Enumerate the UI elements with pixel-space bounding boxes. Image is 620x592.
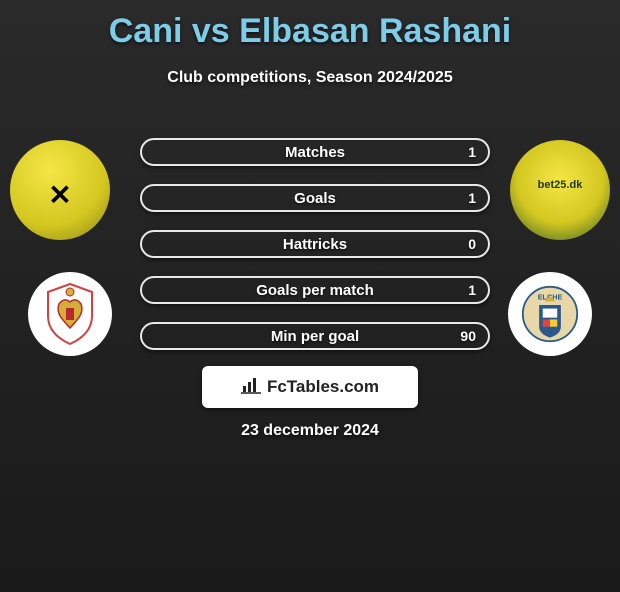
- stat-label: Matches: [142, 144, 488, 161]
- stat-right-value: 0: [468, 236, 476, 252]
- page-title: Cani vs Elbasan Rashani: [0, 12, 620, 51]
- stat-right-value: 1: [468, 282, 476, 298]
- club-right-crest: ELCHE: [508, 272, 592, 356]
- chart-icon: [241, 376, 261, 399]
- jersey-left-icon: [10, 140, 110, 240]
- stat-row: Matches 1: [140, 138, 490, 166]
- stat-right-value: 90: [460, 328, 476, 344]
- stat-row: Goals per match 1: [140, 276, 490, 304]
- brand-label: FcTables.com: [267, 377, 379, 397]
- elche-crest-icon: ELCHE: [521, 280, 579, 348]
- stat-label: Hattricks: [142, 236, 488, 253]
- player-right-avatar: [510, 140, 610, 240]
- stat-row: Min per goal 90: [140, 322, 490, 350]
- player-left-avatar: [10, 140, 110, 240]
- date-label: 23 december 2024: [0, 422, 620, 440]
- jersey-right-icon: [510, 140, 610, 240]
- stat-row: Goals 1: [140, 184, 490, 212]
- stat-label: Min per goal: [142, 328, 488, 345]
- zaragoza-crest-icon: [41, 280, 99, 348]
- subtitle: Club competitions, Season 2024/2025: [0, 69, 620, 87]
- stat-label: Goals: [142, 190, 488, 207]
- brand-badge[interactable]: FcTables.com: [202, 366, 418, 408]
- stat-right-value: 1: [468, 190, 476, 206]
- stats-container: Matches 1 Goals 1 Hattricks 0 Goals per …: [140, 138, 490, 368]
- club-left-crest: [28, 272, 112, 356]
- stat-right-value: 1: [468, 144, 476, 160]
- stat-label: Goals per match: [142, 282, 488, 299]
- stat-row: Hattricks 0: [140, 230, 490, 258]
